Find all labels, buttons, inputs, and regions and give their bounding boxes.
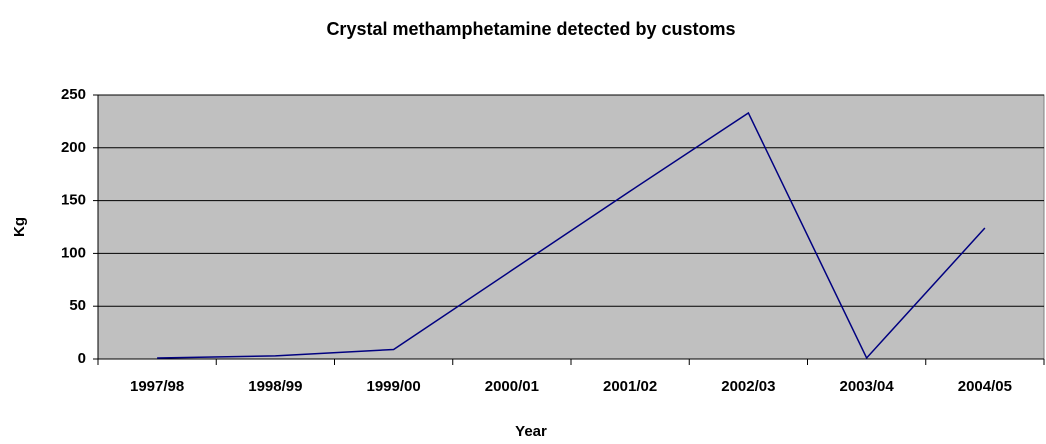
- x-tick-label: 2004/05: [958, 378, 1012, 395]
- y-tick-label: 200: [61, 139, 86, 156]
- x-axis-label: Year: [515, 423, 547, 440]
- y-tick-label: 250: [61, 86, 86, 103]
- y-axis-label: Kg: [11, 217, 28, 237]
- y-tick-label: 0: [78, 350, 86, 367]
- x-tick-label: 2003/04: [840, 378, 895, 395]
- x-tick-label: 1999/00: [367, 378, 421, 395]
- x-tick-label: 2002/03: [721, 378, 775, 395]
- x-tick-label: 2000/01: [485, 378, 539, 395]
- y-tick-label: 150: [61, 192, 86, 209]
- y-tick-label: 50: [69, 297, 86, 314]
- line-series: [157, 111, 986, 360]
- plot-area: [97, 94, 1045, 360]
- chart-title: Crystal methamphetamine detected by cust…: [326, 19, 735, 39]
- y-tick-label: 100: [61, 244, 86, 261]
- x-tick-label: 1998/99: [248, 378, 302, 395]
- x-tick-label: 1997/98: [130, 378, 184, 395]
- x-tick-label: 2001/02: [603, 378, 657, 395]
